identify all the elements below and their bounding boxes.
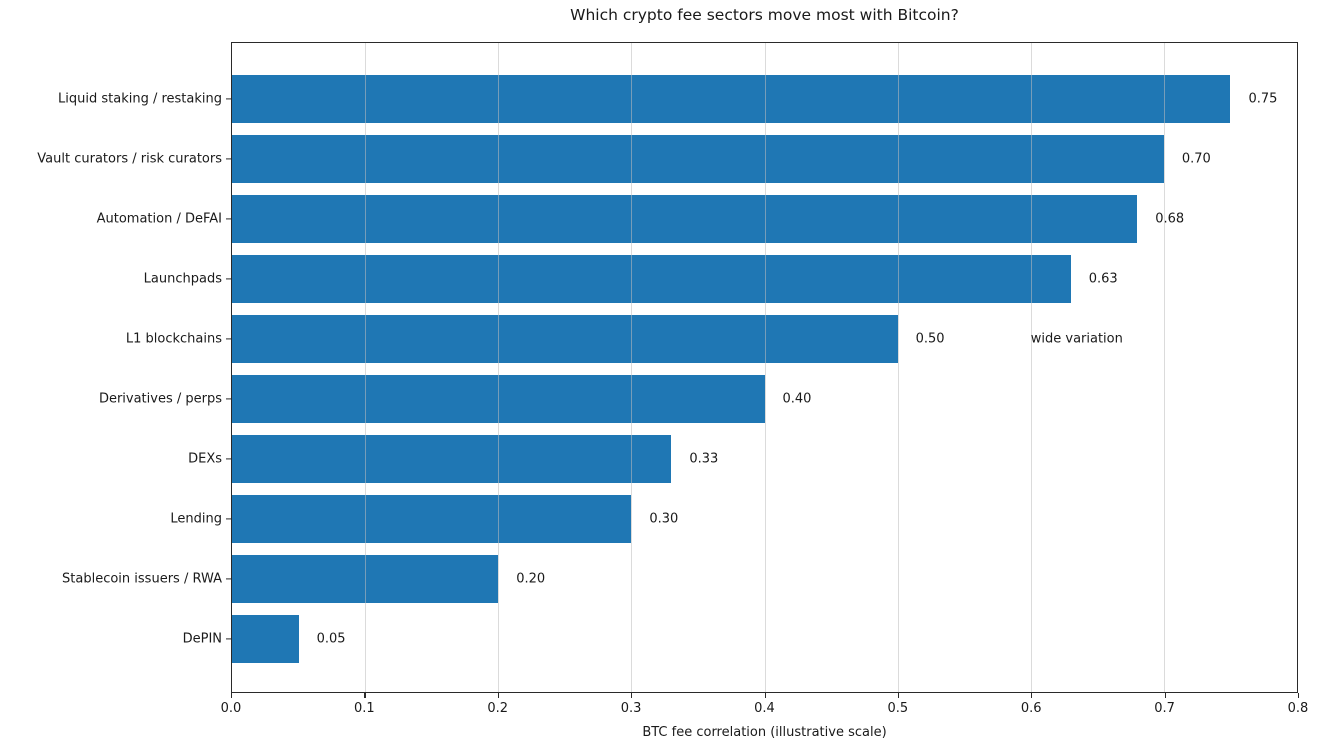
category-label: Vault curators / risk curators [37,151,222,167]
gridline [631,43,633,692]
x-tick-label: 0.4 [754,701,775,716]
bar [232,195,1138,243]
bar-value-label: 0.33 [689,451,719,467]
bar-value-label: 0.05 [316,631,346,647]
y-axis-tick [226,638,232,640]
bar-value-label: 0.63 [1088,271,1118,287]
chart-title: Which crypto fee sectors move most with … [570,6,959,24]
y-axis-tick [226,158,232,160]
x-axis-tick [897,693,900,698]
x-tick-label: 0.6 [1020,701,1042,716]
x-axis-tick [1298,693,1300,698]
annotation-text: wide variation [1030,331,1123,347]
category-label: Liquid staking / restaking [58,91,222,107]
x-tick-label: 0.8 [1287,701,1309,716]
category-label: Derivatives / perps [98,391,222,407]
gridline [764,43,766,692]
y-axis-tick [226,458,232,460]
gridline [1030,43,1032,692]
x-tick-label: 0.1 [354,701,375,716]
bar-row: Vault curators / risk curators 0.70 [37,129,1297,189]
category-label: L1 blockchains [125,331,222,347]
x-tick-label: 0.2 [487,701,509,716]
gridline [498,43,500,692]
category-label: Lending [170,511,222,527]
bar-row: Automation / DeFAI 0.68 [97,189,1297,249]
y-axis-tick [226,518,232,520]
category-label: Stablecoin issuers / RWA [62,571,222,587]
y-axis-tick [226,278,232,280]
bar-value-label: 0.40 [782,391,812,407]
bar-row: Launchpads 0.63 [144,249,1297,309]
gridline [365,43,367,692]
y-axis-tick [226,338,232,340]
x-axis-tick [1164,693,1166,698]
bar [232,75,1231,123]
bar-value-label: 0.50 [915,331,945,347]
x-axis-tick [231,693,233,698]
plot-area: Liquid staking / restaking 0.75 Vault cura… [37,42,1298,693]
bar [232,615,299,663]
y-axis-tick [226,98,232,100]
x-axis-tick [497,693,499,698]
bar [232,255,1071,303]
bar [232,135,1164,183]
y-axis-tick [226,398,232,400]
bar-value-label: 0.20 [516,571,546,587]
bar-row: L1 blockchains 0.50 wide variation [126,309,1297,369]
bar-value-label: 0.70 [1181,151,1211,167]
category-label: DePIN [182,631,222,647]
y-axis-tick [226,218,232,220]
x-axis-tick [764,693,766,698]
bar-value-label: 0.30 [649,511,679,527]
gridline [1163,43,1165,692]
bar [232,495,632,543]
x-tick-label: 0.3 [620,701,642,716]
y-axis-tick [226,578,232,580]
bar-row: Liquid staking / restaking 0.75 [58,69,1297,129]
bar-value-label: 0.75 [1248,91,1278,107]
bar-value-label: 0.68 [1155,211,1185,227]
gridline [897,43,899,692]
x-axis-tick [1031,693,1033,698]
bar-row: DEXs 0.33 [188,429,1297,489]
bar [232,315,898,363]
category-label: Automation / DeFAI [96,211,222,227]
category-label: Launchpads [143,271,222,287]
x-axis-tick [364,693,366,698]
bar-row: Lending 0.30 [170,489,1297,549]
bar-row: DePIN 0.05 [183,609,1297,669]
x-axis-tick [631,693,633,698]
x-tick-label: 0.7 [1154,701,1175,716]
x-tick-label: 0.0 [220,701,242,716]
category-label: DEXs [188,451,222,467]
bar [232,435,672,483]
x-tick-label: 0.5 [887,701,909,716]
x-axis-label: BTC fee correlation (illustrative scale) [642,725,887,740]
